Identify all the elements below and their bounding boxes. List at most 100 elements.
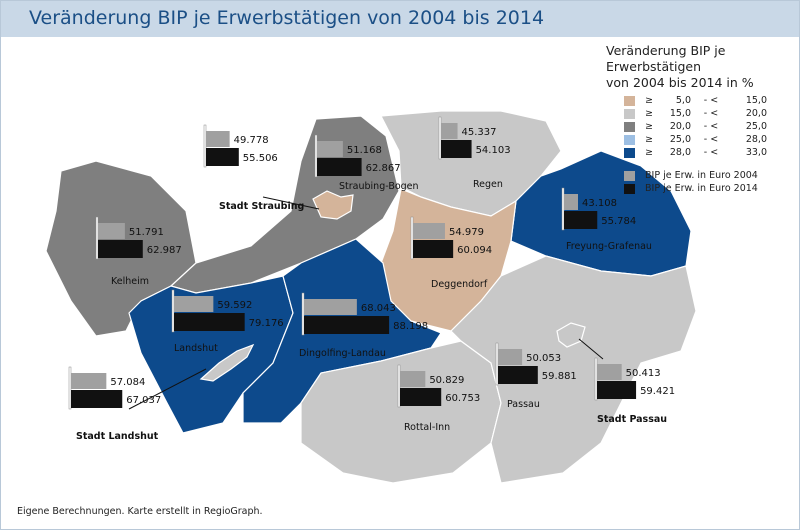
bar-2004 xyxy=(441,123,458,139)
bar-2014 xyxy=(400,388,442,406)
region-label: Stadt Straubing xyxy=(219,201,304,212)
value-2014: 79.176 xyxy=(249,318,284,329)
bar-2014 xyxy=(71,390,123,408)
legend-swatch xyxy=(624,134,635,145)
bar-2004 xyxy=(498,349,523,365)
region-stadt-straubing xyxy=(312,190,354,220)
bar-group-kelheim: 51.791 62.987 Kelheim xyxy=(95,216,182,287)
bar-2004 xyxy=(304,299,357,315)
legend-class-2: ≥20,0 - < 25,0 xyxy=(624,120,799,133)
flag-pole xyxy=(68,366,72,410)
bar-2014 xyxy=(413,240,454,258)
legend-to: 15,0 xyxy=(745,95,767,106)
value-2014: 54.103 xyxy=(476,145,511,156)
bar-group-straubing-bogen: 51.168 62.867 Straubing-Bogen xyxy=(314,134,419,192)
bar-group-deggendorf: 54.979 60.094 Deggendorf xyxy=(410,216,492,290)
flag-pole xyxy=(95,216,99,260)
bar-2014 xyxy=(304,316,390,334)
legend-swatch xyxy=(624,95,635,106)
value-2004: 59.592 xyxy=(217,300,252,311)
bar-2004 xyxy=(71,373,107,389)
region-label: Kelheim xyxy=(111,276,149,287)
bar-2004 xyxy=(317,141,343,157)
legend-to: 28,0 xyxy=(745,134,767,145)
value-2004: 51.168 xyxy=(347,145,382,156)
bar-group-passau: 50.053 59.881 Passau xyxy=(495,342,577,410)
legend-swatch xyxy=(624,170,635,181)
legend: Veränderung BIP je Erwerbstätigen von 20… xyxy=(606,43,799,195)
value-2014: 88.198 xyxy=(393,321,428,332)
legend-op: ≥ xyxy=(645,95,653,106)
footer-note: Eigene Berechnungen. Karte erstellt in R… xyxy=(17,506,263,517)
value-2014: 62.987 xyxy=(147,245,182,256)
value-2014: 62.867 xyxy=(366,163,401,174)
legend-swatch xyxy=(624,183,635,194)
legend-bar-0: BIP je Erw. in Euro 2004 xyxy=(624,169,799,182)
legend-bar-1: BIP je Erw. in Euro 2014 xyxy=(624,182,799,195)
bar-group-freyung-grafenau: 43.108 55.784 Freyung-Grafenau xyxy=(561,187,652,252)
choropleth-map: 49.778 55.506 Stadt Straubing 51.168 62.867 S… xyxy=(45,110,697,484)
flag-pole xyxy=(495,342,499,386)
flag-pole xyxy=(561,187,565,231)
legend-from: 20,0 xyxy=(669,121,691,132)
region-label: Landshut xyxy=(174,343,218,354)
bar-group-regen: 45.337 54.103 Regen xyxy=(438,116,511,190)
flag-pole xyxy=(314,134,318,178)
bar-group-dingolfing-landau: 68.043 88.198 Dingolfing-Landau xyxy=(299,292,428,359)
bar-2004 xyxy=(206,131,230,147)
region-label: Stadt Landshut xyxy=(76,431,159,442)
value-2014: 55.784 xyxy=(601,216,636,227)
legend-bar-label: BIP je Erw. in Euro 2014 xyxy=(645,183,758,194)
bar-2014 xyxy=(564,211,598,229)
title-bar: Veränderung BIP je Erwerbstätigen von 20… xyxy=(1,1,799,37)
legend-sep: - < xyxy=(703,134,719,145)
legend-bar-label: BIP je Erw. in Euro 2004 xyxy=(645,170,758,181)
region-label: Straubing-Bogen xyxy=(339,181,419,192)
legend-op: ≥ xyxy=(645,108,653,119)
region-label: Deggendorf xyxy=(431,279,488,290)
bar-2004 xyxy=(400,371,426,387)
bar-2004 xyxy=(174,296,214,312)
value-2014: 67.037 xyxy=(126,395,161,406)
flag-pole xyxy=(397,364,401,408)
flag-pole xyxy=(301,292,305,336)
legend-swatch xyxy=(624,108,635,119)
region-label: Freyung-Grafenau xyxy=(566,241,652,252)
region-passau xyxy=(450,255,697,484)
region-label: Stadt Passau xyxy=(597,414,667,425)
bar-2004 xyxy=(564,194,578,210)
legend-heading-1: Veränderung BIP je Erwerbstätigen xyxy=(606,43,726,74)
value-2004: 49.778 xyxy=(234,135,269,146)
flag-pole xyxy=(410,216,414,260)
legend-from: 5,0 xyxy=(675,95,691,106)
flag-pole xyxy=(594,357,598,401)
legend-class-0: ≥5,0 - < 15,0 xyxy=(624,94,799,107)
leader-line xyxy=(578,338,604,360)
value-2014: 59.421 xyxy=(640,386,675,397)
legend-to: 25,0 xyxy=(745,121,767,132)
legend-to: 33,0 xyxy=(745,147,767,158)
value-2004: 68.043 xyxy=(361,303,396,314)
legend-class-3: ≥25,0 - < 28,0 xyxy=(624,133,799,146)
legend-op: ≥ xyxy=(645,147,653,158)
value-2004: 45.337 xyxy=(462,127,497,138)
legend-sep: - < xyxy=(703,108,719,119)
bar-2014 xyxy=(441,140,472,158)
value-2004: 57.084 xyxy=(110,377,145,388)
flag-pole xyxy=(171,289,175,333)
region-label: Rottal-Inn xyxy=(404,422,450,433)
value-2014: 60.094 xyxy=(457,245,492,256)
flag-pole xyxy=(203,124,207,168)
leader-line xyxy=(128,368,207,410)
flag-pole xyxy=(438,116,442,160)
bar-group-stadt-landshut: 57.084 67.037 Stadt Landshut xyxy=(68,366,207,442)
bar-group-landshut: 59.592 79.176 Landshut xyxy=(171,289,284,354)
bar-2014 xyxy=(174,313,245,331)
legend-class-4: ≥28,0 - < 33,0 xyxy=(624,146,799,159)
bar-2014 xyxy=(98,240,143,258)
value-2004: 50.053 xyxy=(526,353,561,364)
legend-from: 15,0 xyxy=(669,108,691,119)
figure-title: Veränderung BIP je Erwerbstätigen von 20… xyxy=(29,7,545,29)
value-2004: 54.979 xyxy=(449,227,484,238)
